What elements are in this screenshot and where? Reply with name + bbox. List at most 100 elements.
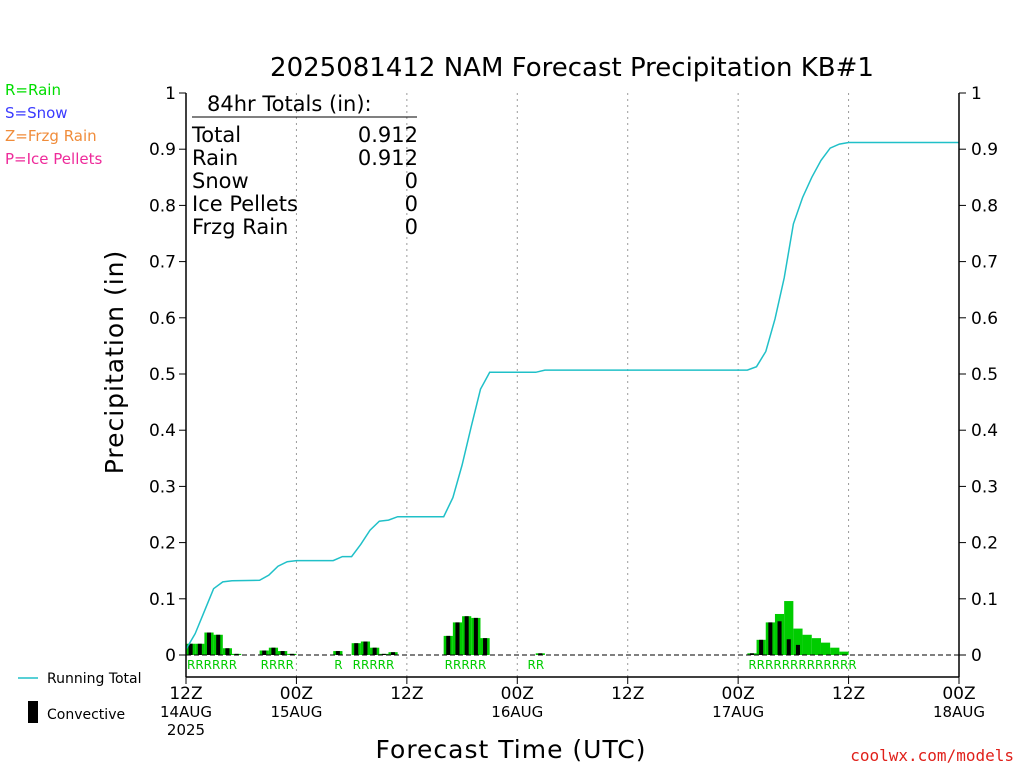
- convective-bar: [464, 616, 469, 655]
- y-tick-label-right: 0.5: [971, 365, 998, 385]
- precip-bar: [820, 642, 831, 655]
- convective-bar: [759, 639, 764, 655]
- precip-type-label: RRRRRR: [187, 658, 237, 672]
- totals-row-value: 0.912: [358, 146, 418, 170]
- precip-type-label: R: [334, 658, 342, 672]
- y-tick-label: 0.1: [149, 590, 176, 610]
- convective-bar: [483, 638, 488, 655]
- credit-text: coolwx.com/models: [850, 746, 1014, 765]
- y-tick-label: 0.8: [149, 196, 176, 216]
- running-total-line: [185, 141, 959, 650]
- convective-bar: [271, 647, 276, 655]
- convective-bar: [225, 648, 230, 655]
- y-tick-label-right: 0.7: [971, 253, 998, 273]
- y-tick-label-right: 0.9: [971, 140, 998, 160]
- convective-bar: [473, 617, 478, 655]
- x-tick-label: 14AUG: [160, 703, 212, 721]
- convective-bar: [188, 643, 193, 655]
- convective-bar: [262, 650, 267, 655]
- x-tick-label: 00Z: [942, 684, 975, 704]
- y-tick-label-right: 0.1: [971, 590, 998, 610]
- convective-bar: [768, 622, 773, 655]
- y-tick-label-right: 0.6: [971, 309, 998, 329]
- convective-bar: [777, 621, 782, 655]
- y-tick-label: 0.5: [149, 365, 176, 385]
- totals-row-label: Frzg Rain: [192, 215, 288, 239]
- x-tick-label: 15AUG: [270, 703, 322, 721]
- chart-title: 2025081412 NAM Forecast Precipitation KB…: [270, 53, 874, 83]
- y-tick-label: 0.6: [149, 309, 176, 329]
- y-tick-label: 1: [165, 84, 176, 104]
- convective-bar: [280, 651, 285, 655]
- convective-bar: [234, 653, 239, 655]
- totals-row-label: Total: [191, 123, 241, 147]
- y-tick-label-right: 0.3: [971, 477, 998, 497]
- precip-bar: [784, 601, 794, 655]
- x-tick-label: 17AUG: [712, 703, 764, 721]
- x-tick-label: 12Z: [169, 684, 202, 704]
- precip-type-label: RRRRR: [445, 658, 487, 672]
- x-tick-label: 12Z: [390, 684, 423, 704]
- precip-bar: [839, 651, 849, 655]
- x-tick-label: 16AUG: [491, 703, 543, 721]
- convective-bar: [446, 635, 451, 655]
- precip-bar: [802, 634, 812, 655]
- totals-row-value: 0: [405, 169, 418, 193]
- type-legend-item: S=Snow: [5, 104, 68, 122]
- convective-bar: [335, 651, 340, 655]
- totals-header: 84hr Totals (in):: [207, 92, 372, 116]
- y-tick-label: 0.4: [149, 421, 176, 441]
- totals-row-value: 0: [405, 192, 418, 216]
- totals-row-label: Ice Pellets: [192, 192, 298, 216]
- convective-bar: [786, 639, 791, 655]
- y-tick-label: 0.7: [149, 253, 176, 273]
- totals-row-value: 0: [405, 215, 418, 239]
- y-tick-label: 0.2: [149, 534, 176, 554]
- convective-bar: [289, 653, 294, 655]
- convective-bar: [206, 632, 212, 655]
- x-tick-label: 18AUG: [933, 703, 985, 721]
- precip-type-label: RRRRRRRRRRRRR: [748, 658, 856, 672]
- precip-bar: [793, 628, 803, 655]
- x-axis-label: Forecast Time (UTC): [376, 735, 647, 764]
- convective-bar: [391, 652, 396, 655]
- bars-layer: [186, 601, 849, 655]
- convective-bar: [372, 647, 377, 655]
- convective-legend-swatch: [28, 701, 38, 723]
- convective-bar: [216, 634, 221, 655]
- convective-bar: [538, 653, 543, 655]
- y-tick-label-right: 1: [971, 84, 982, 104]
- x-tick-label: 00Z: [722, 684, 755, 704]
- x-tick-label: 12Z: [611, 684, 644, 704]
- text-layer: 0 00.1 0.10.2 0.20.3 0.30.4 0.40.5 0.50.6 0.60.…: [5, 53, 1014, 765]
- convective-bar: [354, 643, 359, 655]
- running-total-legend-label: Running Total: [47, 671, 142, 687]
- x-tick-label: 2025: [167, 721, 205, 739]
- y-tick-label-right: 0.4: [971, 421, 998, 441]
- y-axis-label: Precipitation (in): [100, 250, 129, 475]
- x-tick-label: 00Z: [501, 684, 534, 704]
- precip-type-label: RRRR: [261, 658, 294, 672]
- y-tick-label-right: 0: [971, 646, 982, 666]
- y-tick-label: 0: [165, 646, 176, 666]
- precip-bar: [830, 647, 840, 655]
- y-tick-label: 0.3: [149, 477, 176, 497]
- convective-bar: [381, 653, 386, 655]
- grid-lines: [295, 93, 850, 677]
- precip-type-label: RRRRR: [353, 658, 395, 672]
- precip-type-label: RR: [527, 658, 544, 672]
- convective-bar: [795, 644, 800, 655]
- convective-bar: [197, 643, 202, 655]
- convective-legend-label: Convective: [47, 707, 125, 723]
- x-tick-label: 00Z: [280, 684, 313, 704]
- type-legend-item: P=Ice Pellets: [5, 150, 102, 168]
- y-tick-label: 0.9: [149, 140, 176, 160]
- axes-layer: [18, 92, 966, 723]
- x-tick-label: 12Z: [832, 684, 865, 704]
- totals-row-label: Snow: [192, 169, 249, 193]
- y-tick-label-right: 0.8: [971, 196, 998, 216]
- running-total-layer: [185, 141, 959, 650]
- type-legend-item: R=Rain: [5, 81, 61, 99]
- convective-bar: [749, 653, 754, 655]
